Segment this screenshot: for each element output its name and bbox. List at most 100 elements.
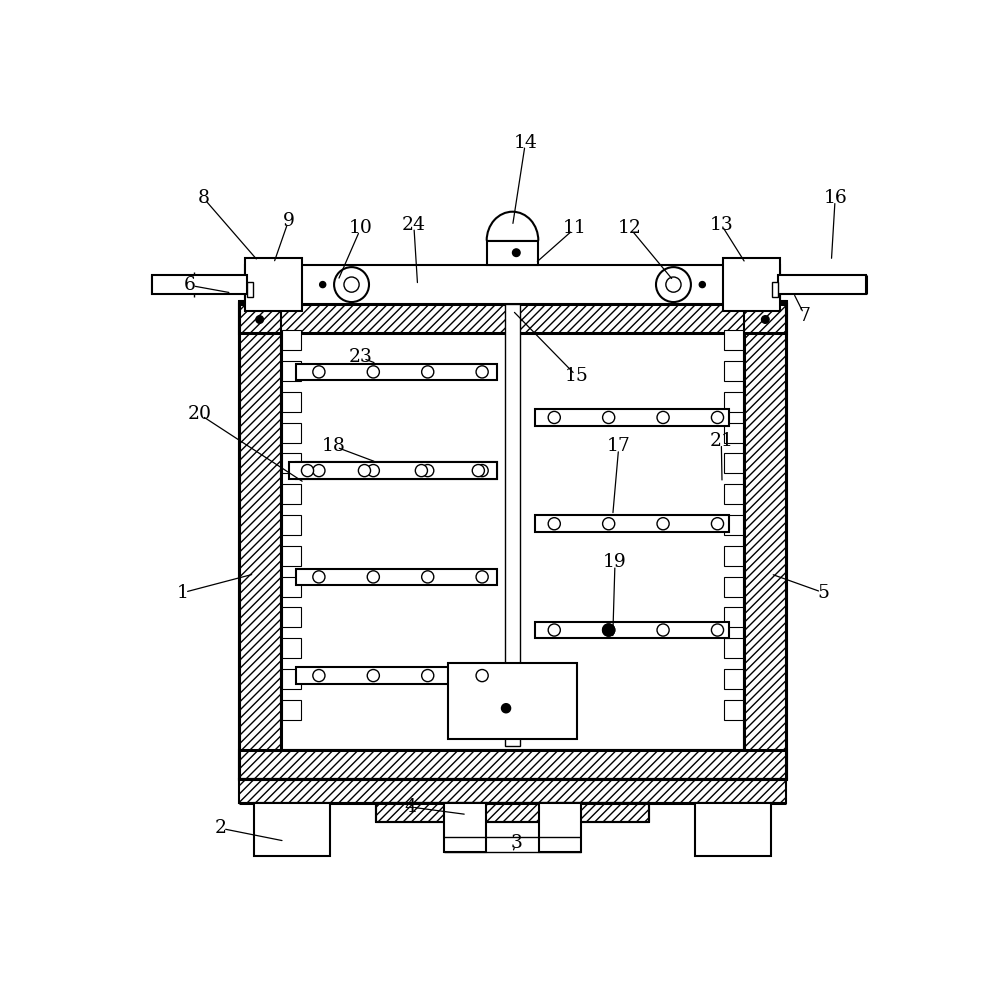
Circle shape — [512, 248, 520, 256]
Text: 12: 12 — [618, 220, 642, 238]
Circle shape — [657, 411, 669, 424]
Bar — [376, 804, 649, 822]
Bar — [724, 638, 743, 658]
Circle shape — [711, 518, 724, 529]
Text: 7: 7 — [799, 307, 811, 324]
Text: 21: 21 — [709, 432, 733, 450]
Bar — [724, 515, 743, 535]
Bar — [535, 516, 729, 532]
Text: 24: 24 — [402, 216, 426, 234]
Circle shape — [657, 624, 669, 636]
Text: 6: 6 — [184, 276, 196, 295]
Circle shape — [313, 464, 325, 476]
Circle shape — [548, 624, 560, 636]
Bar — [724, 391, 743, 412]
Circle shape — [476, 464, 488, 476]
Bar — [282, 638, 301, 658]
Circle shape — [762, 316, 769, 323]
Text: 10: 10 — [349, 220, 373, 238]
Bar — [448, 663, 577, 739]
Circle shape — [472, 464, 484, 476]
Text: 13: 13 — [709, 216, 733, 234]
Bar — [282, 423, 301, 443]
Circle shape — [548, 518, 560, 529]
Text: 9: 9 — [283, 212, 294, 230]
Circle shape — [422, 366, 434, 378]
Circle shape — [313, 669, 325, 681]
Bar — [724, 577, 743, 597]
Bar — [239, 750, 786, 779]
Bar — [724, 423, 743, 443]
Text: 16: 16 — [823, 189, 847, 207]
Bar — [724, 607, 743, 627]
Text: 19: 19 — [603, 553, 627, 572]
Bar — [282, 361, 301, 381]
Circle shape — [711, 411, 724, 424]
Text: 15: 15 — [565, 368, 589, 386]
Circle shape — [603, 624, 615, 636]
Circle shape — [476, 571, 488, 583]
Bar — [289, 462, 497, 479]
Circle shape — [422, 464, 434, 476]
Circle shape — [711, 624, 724, 636]
Bar — [724, 361, 743, 381]
Bar — [282, 669, 301, 689]
Bar — [247, 282, 253, 297]
Bar — [254, 804, 330, 856]
Circle shape — [476, 366, 488, 378]
Bar — [778, 275, 866, 294]
Circle shape — [415, 464, 427, 476]
Circle shape — [476, 669, 488, 681]
Circle shape — [301, 464, 314, 476]
Circle shape — [344, 277, 359, 292]
Circle shape — [422, 571, 434, 583]
Circle shape — [656, 267, 691, 302]
Text: 4: 4 — [404, 798, 416, 816]
Circle shape — [358, 464, 371, 476]
Bar — [282, 484, 301, 504]
Circle shape — [501, 704, 511, 713]
Text: 5: 5 — [818, 584, 830, 601]
Circle shape — [657, 518, 669, 529]
Text: 1: 1 — [176, 584, 188, 601]
Bar — [539, 804, 581, 853]
Bar — [282, 330, 301, 350]
Circle shape — [320, 282, 326, 288]
Bar — [282, 545, 301, 566]
Circle shape — [699, 282, 705, 288]
Text: 11: 11 — [563, 220, 587, 238]
Bar — [245, 258, 302, 312]
Bar — [282, 391, 301, 412]
Bar — [723, 258, 780, 312]
Text: 23: 23 — [349, 348, 373, 367]
Bar — [535, 622, 729, 638]
Bar — [505, 305, 520, 746]
Bar — [296, 569, 497, 586]
Circle shape — [256, 316, 263, 323]
Bar — [772, 282, 778, 297]
Bar — [296, 668, 497, 684]
Circle shape — [313, 571, 325, 583]
Bar — [535, 409, 729, 426]
Bar — [152, 275, 247, 294]
Bar — [239, 779, 786, 804]
Circle shape — [367, 366, 379, 378]
Bar — [724, 484, 743, 504]
Bar — [282, 515, 301, 535]
Bar — [744, 301, 786, 779]
Bar — [296, 462, 497, 479]
Bar — [724, 330, 743, 350]
Circle shape — [367, 669, 379, 681]
Circle shape — [313, 366, 325, 378]
Bar — [724, 700, 743, 720]
Bar — [239, 305, 786, 333]
Circle shape — [422, 669, 434, 681]
Bar — [296, 364, 497, 381]
Bar — [724, 545, 743, 566]
Text: 8: 8 — [197, 189, 209, 207]
Circle shape — [603, 518, 615, 529]
Bar — [724, 454, 743, 473]
Text: 3: 3 — [510, 833, 522, 852]
Bar — [444, 804, 486, 853]
Bar — [282, 700, 301, 720]
